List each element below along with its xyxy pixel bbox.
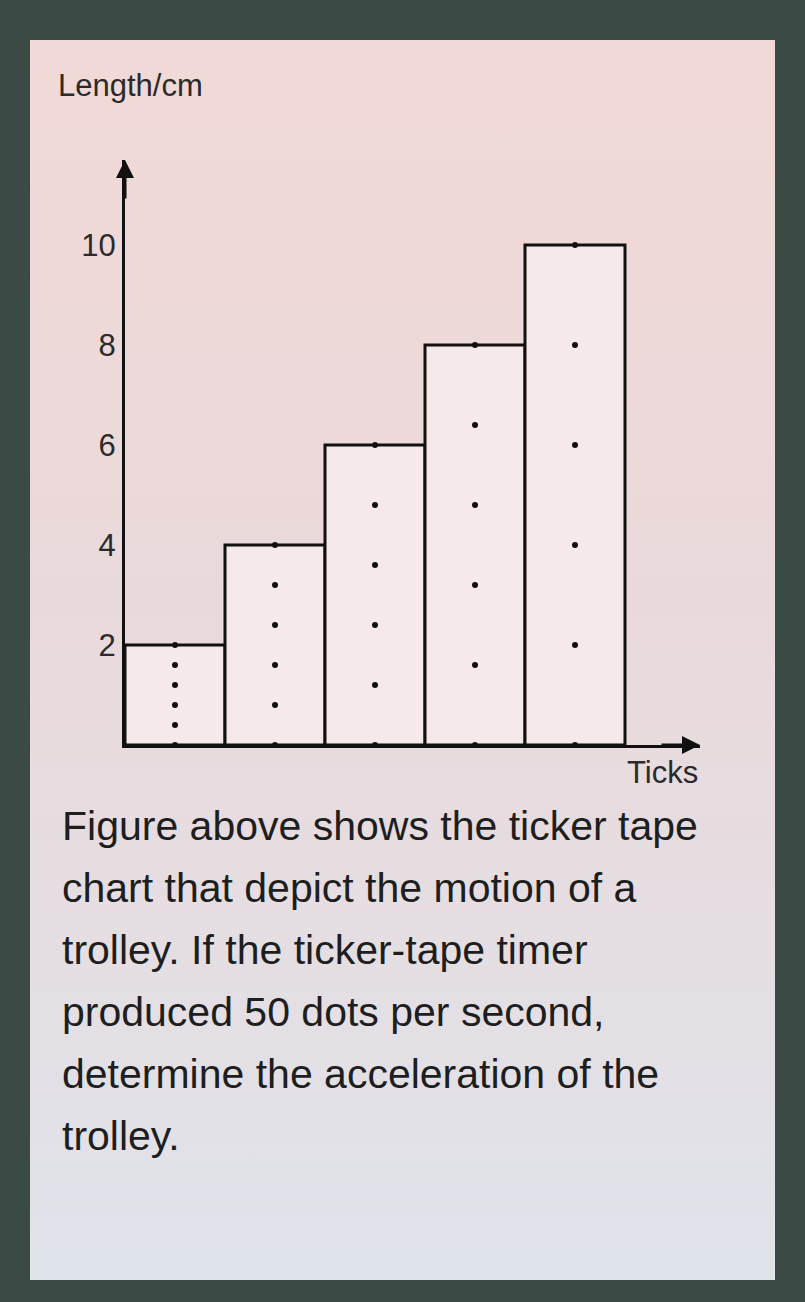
svg-text:10: 10 <box>81 228 115 263</box>
svg-text:2: 2 <box>99 628 116 663</box>
svg-text:4: 4 <box>99 528 116 563</box>
svg-text:8: 8 <box>99 328 116 363</box>
svg-text:Length/cm: Length/cm <box>58 68 203 103</box>
html-text:Figure above shows the ticker: Figure above shows the ticker tape chart… <box>62 803 698 1159</box>
svg-text:Ticks: Ticks <box>627 755 698 790</box>
svg-text:6: 6 <box>99 428 116 463</box>
